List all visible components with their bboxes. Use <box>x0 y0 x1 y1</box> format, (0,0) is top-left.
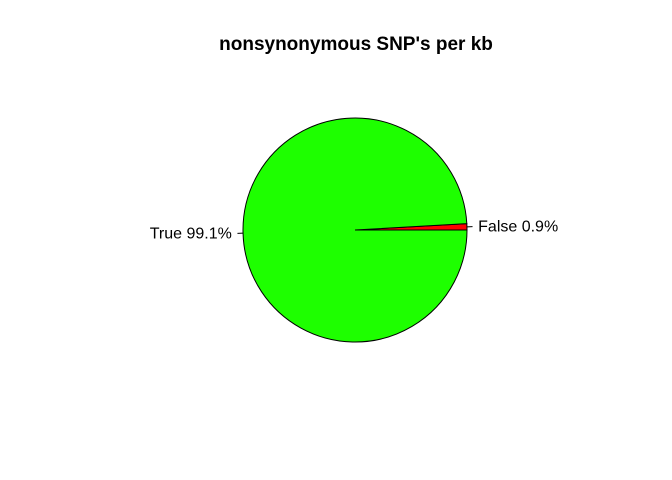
pie-labels: False 0.9% True 99.1% <box>150 219 558 243</box>
pie-label-0: False 0.9% <box>478 219 558 236</box>
pie-label-1: True 99.1% <box>150 225 232 242</box>
chart-title: nonsynonymous SNP's per kb <box>219 34 493 55</box>
pie-slice-1 <box>242 117 468 343</box>
pie-slices <box>242 117 468 343</box>
